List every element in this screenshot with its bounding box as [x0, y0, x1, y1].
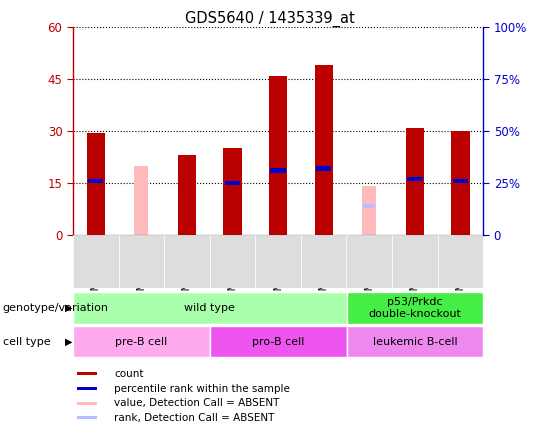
Bar — [451, 131, 470, 235]
Text: count: count — [114, 369, 144, 379]
Bar — [178, 155, 196, 235]
Bar — [210, 326, 347, 357]
Bar — [407, 177, 423, 181]
Bar — [73, 235, 118, 288]
Text: pre-B cell: pre-B cell — [115, 337, 167, 346]
Bar — [88, 179, 104, 183]
Bar — [301, 235, 347, 288]
Bar — [315, 66, 333, 235]
Bar — [269, 76, 287, 235]
Bar — [164, 235, 210, 288]
Bar — [86, 133, 105, 235]
Bar — [362, 187, 376, 235]
Bar — [316, 166, 332, 170]
Bar — [438, 235, 483, 288]
Bar — [78, 387, 97, 390]
Bar — [271, 168, 286, 173]
Text: GDS5640 / 1435339_at: GDS5640 / 1435339_at — [185, 11, 355, 27]
Bar — [392, 235, 438, 288]
Text: rank, Detection Call = ABSENT: rank, Detection Call = ABSENT — [114, 413, 274, 423]
Bar — [347, 292, 483, 324]
Text: p53/Prkdc
double-knockout: p53/Prkdc double-knockout — [368, 297, 461, 319]
Text: ▶: ▶ — [65, 337, 72, 346]
Bar — [210, 235, 255, 288]
Text: value, Detection Call = ABSENT: value, Detection Call = ABSENT — [114, 398, 280, 408]
Bar — [78, 372, 97, 375]
Text: ▶: ▶ — [65, 303, 72, 313]
Bar — [118, 235, 164, 288]
Bar — [453, 179, 468, 183]
Text: leukemic B-cell: leukemic B-cell — [373, 337, 457, 346]
Bar — [347, 326, 483, 357]
Bar — [73, 292, 347, 324]
Text: wild type: wild type — [184, 303, 235, 313]
Text: genotype/variation: genotype/variation — [3, 303, 109, 313]
Bar — [78, 402, 97, 405]
Bar — [347, 235, 392, 288]
Text: pro-B cell: pro-B cell — [252, 337, 304, 346]
Text: cell type: cell type — [3, 337, 50, 346]
Text: percentile rank within the sample: percentile rank within the sample — [114, 384, 290, 393]
Bar — [224, 148, 241, 235]
Bar — [406, 128, 424, 235]
Bar — [134, 166, 148, 235]
Bar — [78, 416, 97, 419]
Bar — [225, 181, 240, 185]
Bar — [73, 326, 210, 357]
Bar — [255, 235, 301, 288]
Bar — [363, 204, 375, 208]
